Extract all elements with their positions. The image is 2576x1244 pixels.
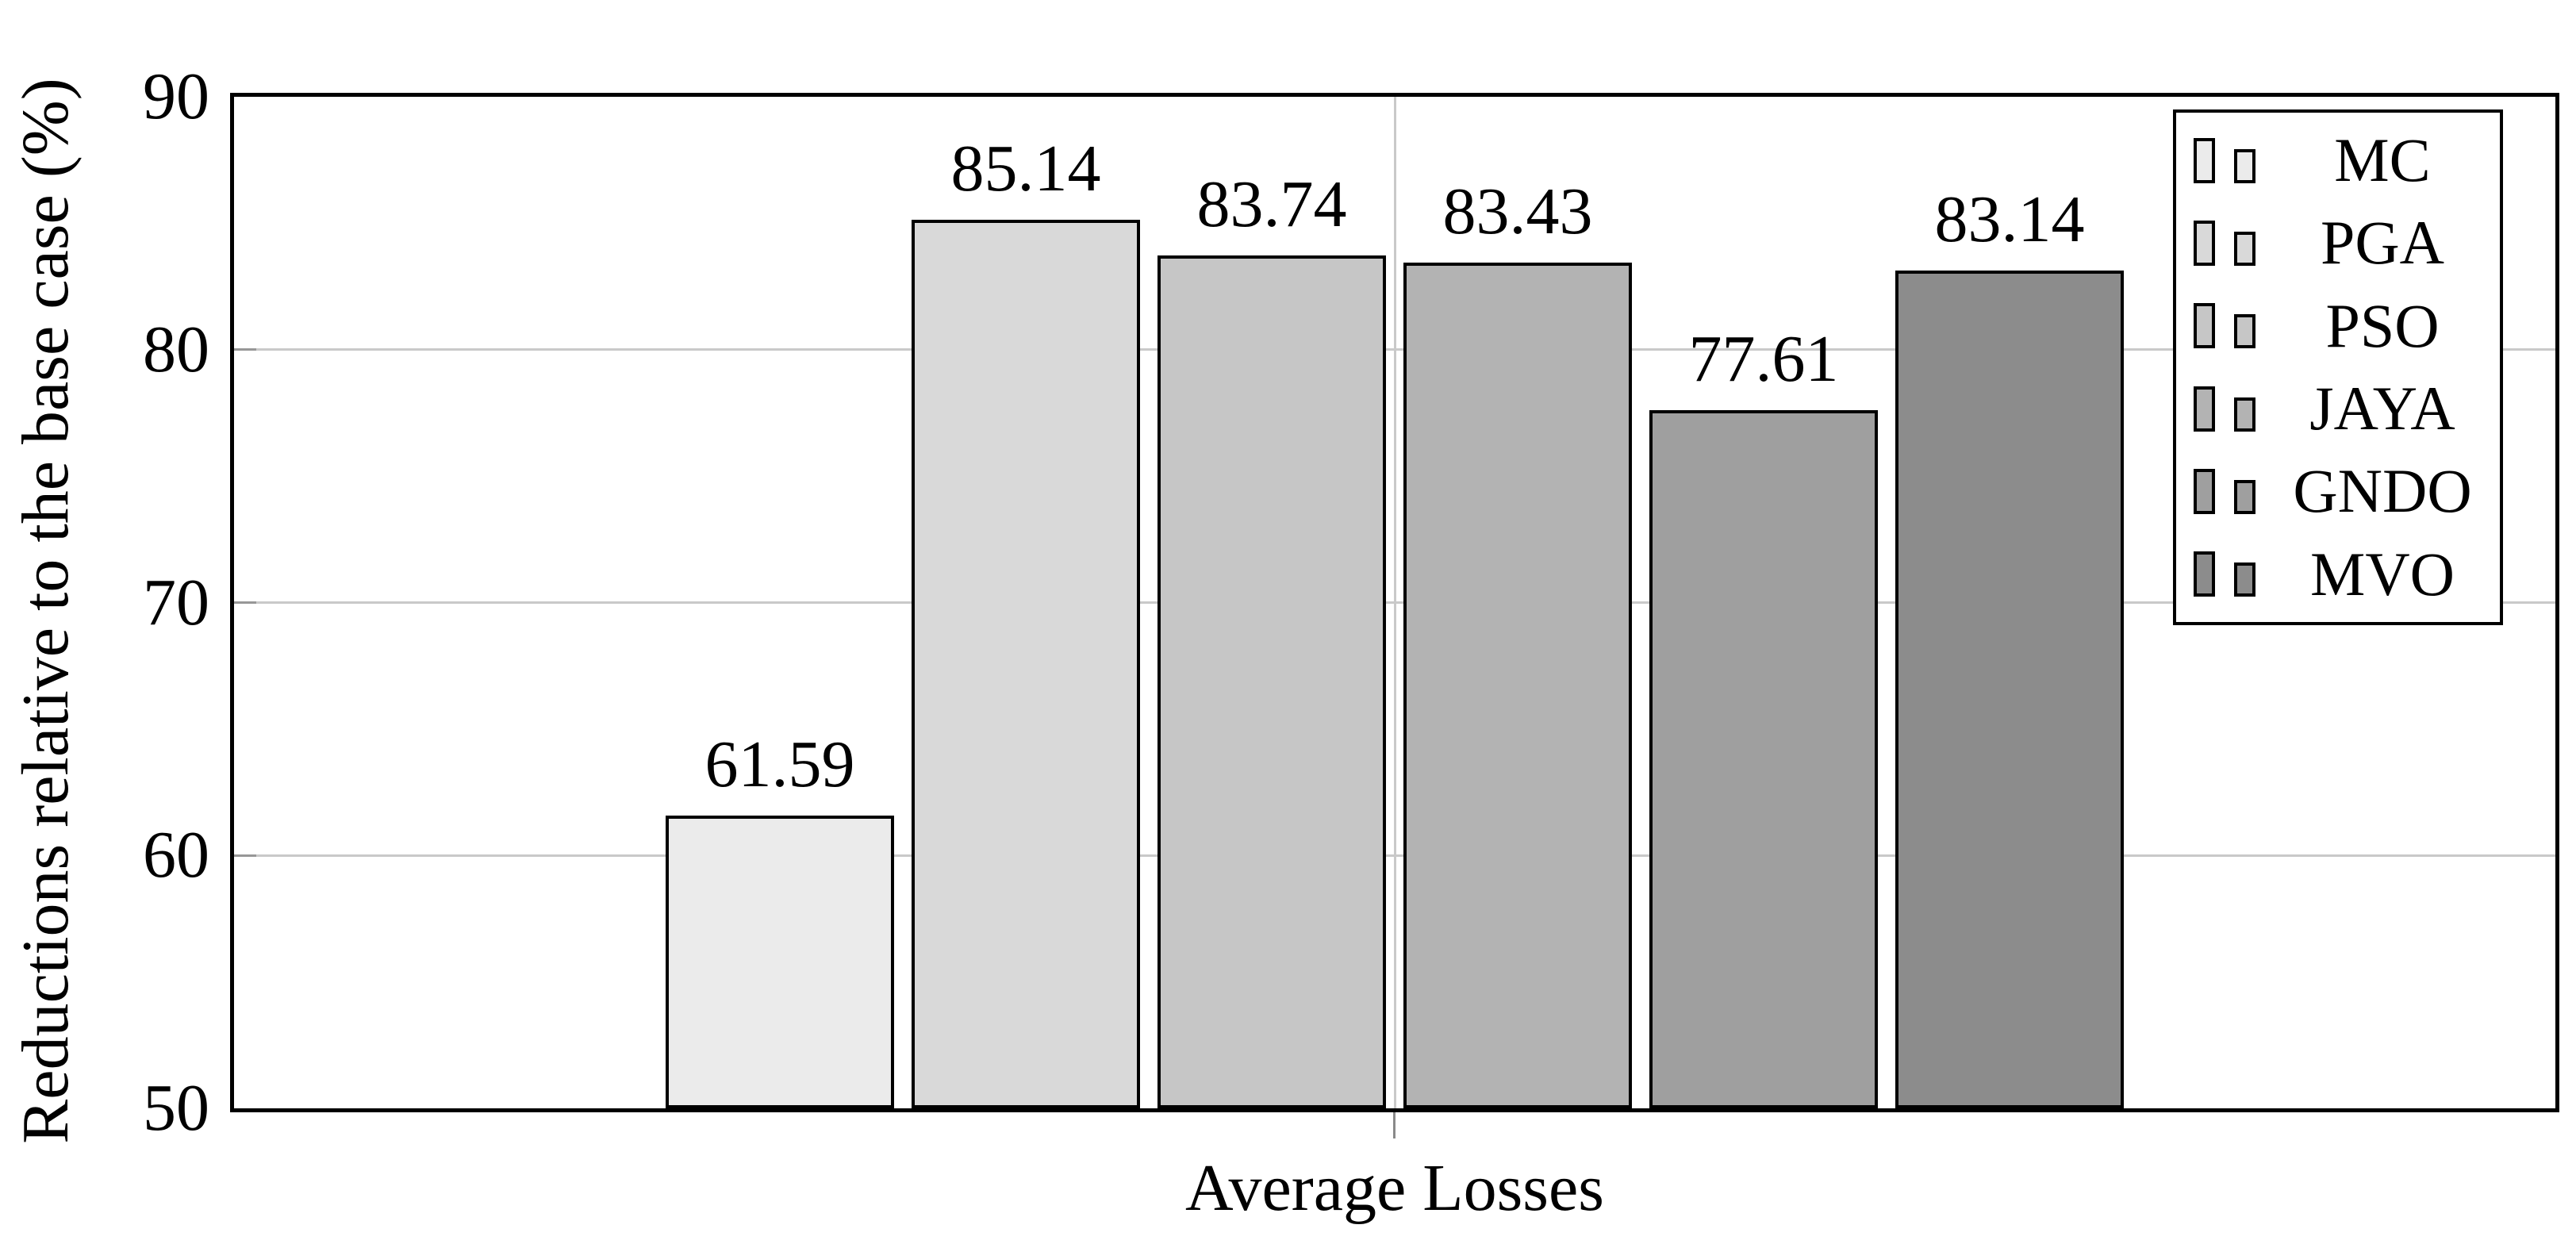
legend-item-mvo: MVO: [2179, 533, 2497, 616]
legend-swatch-icon: [2179, 137, 2268, 183]
y-tick-label-80: 80: [143, 312, 209, 386]
y-tick-label-70: 70: [143, 565, 209, 639]
legend-swatch-icon: [2179, 386, 2268, 432]
y-tick-mark-60: [234, 854, 256, 857]
bar-value-mc: 61.59: [704, 728, 855, 801]
plot-area: 61.59 85.14 83.74 83.43 77.61 83.14 MC PGA PSO J…: [230, 93, 2559, 1112]
bar-value-jaya: 83.43: [1442, 175, 1593, 248]
x-axis-title: Average Losses: [1185, 1151, 1604, 1225]
legend-item-jaya: JAYA: [2179, 367, 2497, 450]
bar-gndo: [1649, 410, 1878, 1108]
legend-bar-icon-short: [2234, 562, 2255, 597]
bar-pga: [912, 220, 1140, 1108]
gridline-x-category: [1393, 97, 1396, 1108]
legend-bar-icon-short: [2234, 314, 2255, 349]
y-tick-label-50: 50: [143, 1071, 209, 1145]
legend-label-jaya: JAYA: [2309, 374, 2455, 443]
y-tick-label-60: 60: [143, 818, 209, 893]
y-tick-label-90: 90: [143, 60, 209, 133]
legend-label-gndo: GNDO: [2293, 456, 2472, 526]
bar-mc: [666, 816, 894, 1108]
x-axis-tick-mark: [1393, 1112, 1395, 1138]
legend-label-mvo: MVO: [2309, 539, 2455, 609]
legend-swatch-icon: [2179, 468, 2268, 514]
legend-bar-icon-short: [2234, 148, 2255, 183]
legend-swatch-icon: [2179, 303, 2268, 349]
legend: MC PGA PSO JAYA GNDO MVO: [2173, 109, 2503, 625]
y-tick-mark-70: [234, 601, 256, 604]
legend-bar-icon-tall: [2194, 137, 2215, 183]
legend-item-pso: PSO: [2179, 285, 2497, 367]
bar-value-mvo: 83.14: [1934, 182, 2085, 256]
legend-bar-icon-tall: [2194, 303, 2215, 349]
legend-item-pga: PGA: [2179, 202, 2497, 284]
legend-bar-icon-tall: [2194, 220, 2215, 266]
legend-label-pga: PGA: [2320, 208, 2445, 278]
legend-swatch-icon: [2179, 551, 2268, 597]
legend-swatch-icon: [2179, 220, 2268, 266]
legend-bar-icon-short: [2234, 479, 2255, 514]
legend-label-mc: MC: [2334, 125, 2431, 195]
legend-item-gndo: GNDO: [2179, 450, 2497, 532]
legend-label-pso: PSO: [2325, 290, 2440, 360]
legend-bar-icon-short: [2234, 397, 2255, 432]
legend-bar-icon-tall: [2194, 551, 2215, 597]
bar-value-gndo: 77.61: [1688, 322, 1839, 396]
bar-pso: [1157, 255, 1386, 1108]
legend-item-mc: MC: [2179, 119, 2497, 202]
legend-bar-icon-tall: [2194, 468, 2215, 514]
bar-value-pso: 83.74: [1196, 167, 1347, 241]
bar-value-pga: 85.14: [950, 132, 1101, 205]
legend-bar-icon-short: [2234, 231, 2255, 266]
y-tick-mark-80: [234, 348, 256, 351]
bar-jaya: [1403, 263, 1632, 1108]
bar-mvo: [1895, 271, 2124, 1108]
legend-bar-icon-tall: [2194, 386, 2215, 432]
